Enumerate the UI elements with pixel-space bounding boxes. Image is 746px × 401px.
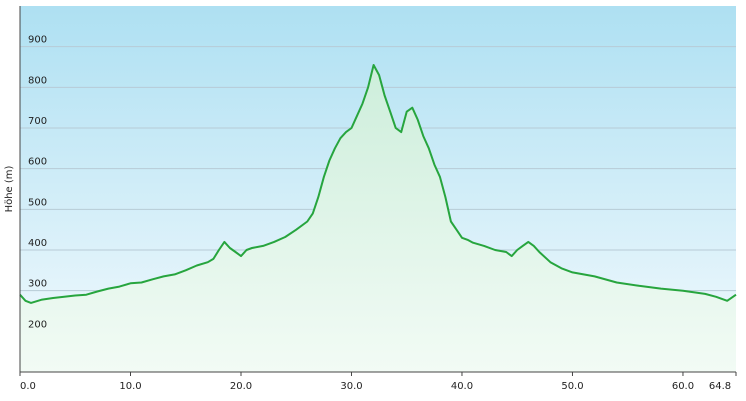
x-tick-label: 40.0 bbox=[451, 381, 473, 392]
y-tick-label: 900 bbox=[28, 35, 47, 46]
x-tick-label: 0.0 bbox=[20, 381, 36, 392]
y-tick-label: 600 bbox=[28, 157, 47, 168]
elevation-line bbox=[19, 64, 737, 304]
y-tick-label: 200 bbox=[28, 319, 47, 330]
y-tick-label: 500 bbox=[28, 197, 47, 208]
y-tick-label: 700 bbox=[28, 116, 47, 127]
y-tick-labels: 200 300 400 500 600 700 800 900 bbox=[28, 35, 47, 331]
y-tick-label: 800 bbox=[28, 75, 47, 86]
y-tick-label: 300 bbox=[28, 279, 47, 290]
x-tick-label: 64.8 bbox=[709, 381, 731, 392]
x-tick-label: 60.0 bbox=[672, 381, 694, 392]
x-tick-label: 10.0 bbox=[119, 381, 141, 392]
y-axis-title: Höhe (m) bbox=[4, 165, 15, 212]
x-tick-labels: 0.0 10.0 20.0 30.0 40.0 50.0 60.0 64.8 bbox=[19, 372, 737, 392]
x-tick-label: 20.0 bbox=[230, 381, 252, 392]
y-tick-label: 400 bbox=[28, 238, 47, 249]
x-tick-label: 50.0 bbox=[561, 381, 583, 392]
elevation-area bbox=[20, 65, 736, 372]
x-tick-label: 30.0 bbox=[340, 381, 362, 392]
